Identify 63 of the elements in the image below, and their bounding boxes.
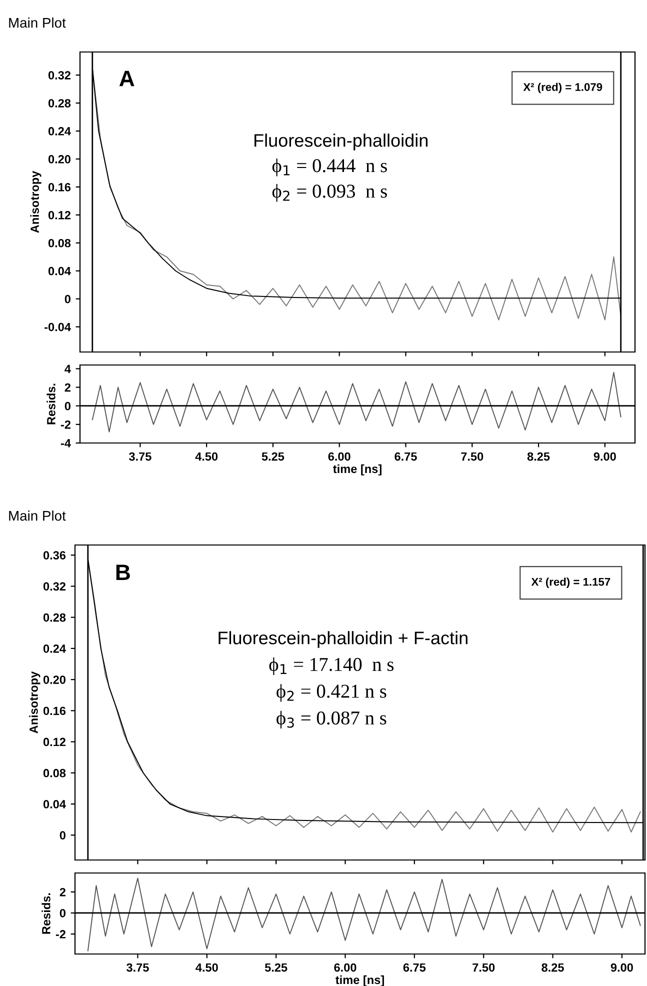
y-tick-label: 0 — [60, 831, 66, 840]
y-tick-label: -4 — [60, 439, 71, 448]
y-axis-title: Anisotropy — [29, 671, 40, 734]
chart-title: Main Plot — [9, 18, 66, 28]
y-tick-label: 0.28 — [48, 99, 71, 108]
y-tick-label: 2 — [64, 383, 70, 392]
annotation: ϕ$_{2}$ = 0.421 n s — [276, 684, 386, 702]
y-axis-title: Anisotropy — [30, 170, 42, 233]
x-tick-label: 6.75 — [394, 452, 417, 461]
x-tick-label: 5.25 — [264, 963, 288, 972]
annotation: A — [119, 70, 134, 86]
y-tick-label: 4 — [64, 364, 71, 373]
y-tick-label: 0.16 — [43, 706, 66, 716]
x-tick-label: 6.00 — [328, 452, 350, 461]
annotation: X² (red) = 1.079 — [523, 82, 602, 94]
x-tick-label: 6.75 — [403, 963, 426, 972]
y-tick-label: 0.12 — [43, 738, 66, 746]
y-tick-label: 0.12 — [48, 210, 70, 220]
y-tick-label: 2 — [60, 888, 66, 896]
x-tick-label: 3.75 — [126, 963, 149, 972]
y-tick-label: 0.04 — [43, 800, 66, 808]
y-tick-label: -0.04 — [44, 322, 71, 332]
annotation: ϕ$_{3}$ = 0.087 n s — [276, 710, 386, 729]
x-axis-title: time [ns] — [333, 464, 382, 476]
x-tick-label: 6.00 — [334, 963, 356, 972]
x-tick-label: 7.50 — [461, 452, 484, 461]
x-tick-label: 8.25 — [527, 452, 550, 461]
y-tick-label: -2 — [56, 930, 66, 938]
y-tick-label: 0 — [60, 909, 66, 918]
annotation: ϕ$_{1}$ = 0.444 n s — [272, 158, 387, 176]
annotation: Fluorescein-phalloidin + F-actin — [218, 631, 468, 648]
annotation: Fluorescein-phalloidin — [254, 134, 428, 150]
annotation: ϕ$_{1}$ = 17.140 n s — [269, 657, 394, 675]
y-tick-label: 0.28 — [43, 613, 66, 622]
y-axis-title: Resids. — [42, 893, 50, 934]
annotation: ϕ$_{2}$ = 0.093 n s — [272, 184, 387, 202]
y-tick-label: 0 — [64, 402, 70, 410]
x-axis-title: time [ns] — [336, 975, 384, 986]
y-tick-label: 0.32 — [48, 71, 70, 80]
y-tick-label: 0 — [64, 294, 70, 304]
x-tick-label: 9.00 — [594, 452, 616, 461]
x-tick-label: 9.00 — [610, 963, 633, 972]
x-tick-label: 4.50 — [196, 963, 218, 972]
y-tick-label: 0.08 — [48, 238, 71, 248]
y-tick-label: 0.04 — [48, 266, 71, 276]
annotation: X² (red) = 1.157 — [531, 578, 610, 588]
y-tick-label: 0.20 — [43, 676, 66, 684]
y-tick-label: 0.24 — [43, 644, 66, 653]
y-tick-label: 0.32 — [43, 582, 66, 591]
y-axis-title: Resids. — [46, 384, 56, 424]
y-tick-label: 0.36 — [43, 551, 66, 560]
y-tick-label: 0.20 — [48, 155, 70, 164]
y-tick-label: 0.08 — [43, 768, 66, 778]
chart-title: Main Plot — [9, 510, 66, 521]
y-tick-label: -2 — [60, 420, 70, 429]
x-tick-label: 4.50 — [195, 452, 218, 461]
y-tick-label: 0.16 — [48, 183, 71, 192]
y-tick-label: 0.24 — [48, 127, 71, 136]
x-tick-label: 3.75 — [128, 452, 152, 461]
x-tick-label: 8.25 — [542, 963, 564, 972]
x-tick-label: 7.50 — [472, 963, 495, 972]
x-tick-label: 5.25 — [262, 452, 284, 461]
annotation: B — [116, 564, 130, 580]
